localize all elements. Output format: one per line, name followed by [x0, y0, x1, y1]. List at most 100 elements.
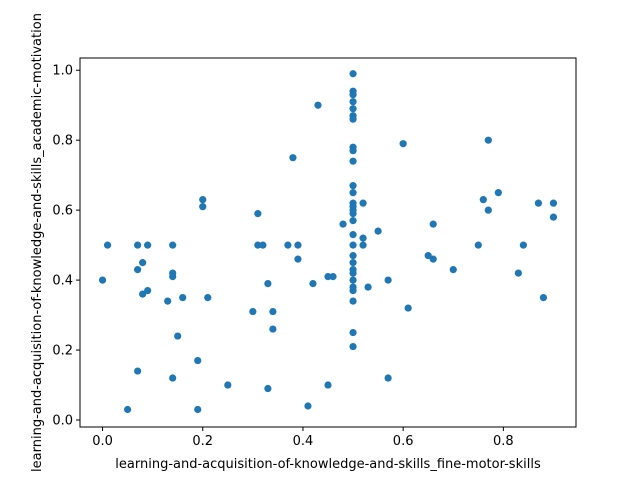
scatter-point: [144, 241, 152, 249]
scatter-point: [349, 105, 357, 113]
plot-frame: [79, 57, 577, 428]
scatter-point: [384, 276, 392, 284]
scatter-point: [359, 234, 367, 242]
scatter-point: [144, 286, 152, 295]
scatter-point: [169, 374, 177, 382]
scatter-point: [139, 259, 147, 267]
scatter-point: [294, 255, 302, 263]
scatter-point: [289, 154, 297, 162]
scatter-point: [349, 98, 357, 106]
scatter-point: [494, 189, 502, 197]
scatter-point: [539, 293, 548, 302]
x-tick-label: 0.6: [393, 434, 414, 449]
x-tick-label: 0.2: [192, 434, 213, 449]
scatter-point: [349, 115, 357, 123]
scatter-point: [134, 241, 142, 249]
y-tick-label: 0.2: [52, 344, 73, 359]
scatter-point: [399, 140, 407, 148]
y-tick-label: 0.6: [52, 204, 73, 219]
scatter-point: [424, 252, 432, 260]
scatter-point: [404, 304, 412, 312]
y-tick-label: 0.8: [52, 134, 73, 149]
scatter-point: [429, 220, 437, 228]
scatter-point: [329, 273, 337, 281]
scatter-point: [304, 402, 312, 410]
scatter-point: [349, 286, 357, 295]
scatter-point: [324, 381, 332, 389]
scatter-point: [264, 384, 272, 393]
scatter-point: [349, 147, 357, 155]
scatter-point: [254, 241, 262, 249]
scatter-point: [179, 293, 187, 302]
scatter-point: [349, 241, 357, 249]
y-axis-label: learning-and-acquisition-of-knowledge-an…: [30, 13, 45, 472]
scatter-point: [349, 276, 357, 284]
scatter-point: [269, 307, 277, 316]
scatter-point: [349, 91, 357, 99]
scatter-point: [103, 241, 112, 249]
scatter-point: [349, 210, 357, 218]
scatter-point: [349, 157, 357, 165]
x-tick-label: 0.8: [493, 434, 514, 449]
scatter-point: [174, 332, 182, 340]
x-axis-label: learning-and-acquisition-of-knowledge-an…: [115, 457, 541, 472]
scatter-point: [514, 269, 522, 277]
scatter-point: [284, 241, 292, 249]
scatter-point: [429, 255, 437, 263]
scatter-point: [309, 280, 317, 288]
scatter-point: [349, 342, 357, 351]
x-tick-label: 0.0: [92, 434, 113, 449]
scatter-point: [479, 196, 487, 204]
y-axis-ticks: 0.0 0.2 0.4 0.6 0.8 1.0: [52, 64, 80, 429]
scatter-point: [264, 280, 272, 288]
scatter-point: [259, 241, 267, 249]
scatter-point: [349, 328, 357, 337]
points-layer: [98, 70, 558, 414]
scatter-point: [194, 405, 202, 414]
scatter-point: [98, 276, 107, 284]
scatter-point: [349, 189, 357, 197]
scatter-point: [169, 273, 177, 281]
scatter-point: [224, 381, 232, 389]
scatter-point: [324, 273, 332, 281]
scatter-point: [349, 269, 357, 277]
scatter-point: [349, 297, 357, 305]
scatter-point: [204, 293, 212, 302]
scatter-point: [124, 405, 132, 414]
y-tick-label: 0.4: [52, 274, 73, 289]
scatter-point: [169, 241, 177, 249]
y-tick-label: 0.0: [52, 414, 73, 429]
scatter-point: [249, 307, 257, 316]
scatter-point: [549, 199, 558, 207]
scatter-point: [349, 182, 357, 190]
scatter-point: [449, 266, 457, 274]
scatter-point: [269, 325, 277, 333]
x-tick-label: 0.4: [293, 434, 314, 449]
scatter-point: [359, 199, 367, 207]
scatter-point: [199, 203, 207, 211]
scatter-point: [294, 241, 302, 249]
scatter-point: [349, 70, 357, 78]
scatter-point: [314, 101, 322, 109]
scatter-point: [164, 297, 172, 305]
y-tick-label: 1.0: [52, 64, 73, 79]
scatter-point: [339, 220, 347, 228]
scatter-point: [199, 196, 207, 204]
scatter-point: [134, 367, 142, 375]
scatter-point: [139, 290, 147, 298]
scatter-point: [134, 266, 142, 274]
scatter-point: [474, 241, 482, 249]
scatter-point: [349, 231, 357, 239]
x-axis-ticks: 0.0 0.2 0.4 0.6 0.8: [92, 427, 514, 449]
scatter-point: [349, 217, 357, 225]
scatter-point: [484, 206, 492, 214]
scatter-point: [519, 241, 527, 249]
scatter-point: [484, 136, 492, 144]
scatter-point: [384, 374, 392, 382]
scatter-point: [254, 210, 262, 218]
scatter-point: [349, 252, 357, 260]
scatter-point: [359, 241, 367, 249]
scatter-point: [549, 213, 558, 221]
